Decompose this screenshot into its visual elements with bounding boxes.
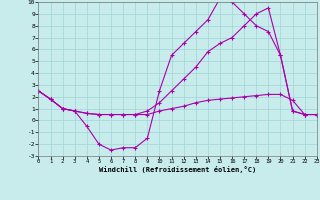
X-axis label: Windchill (Refroidissement éolien,°C): Windchill (Refroidissement éolien,°C): [99, 166, 256, 173]
